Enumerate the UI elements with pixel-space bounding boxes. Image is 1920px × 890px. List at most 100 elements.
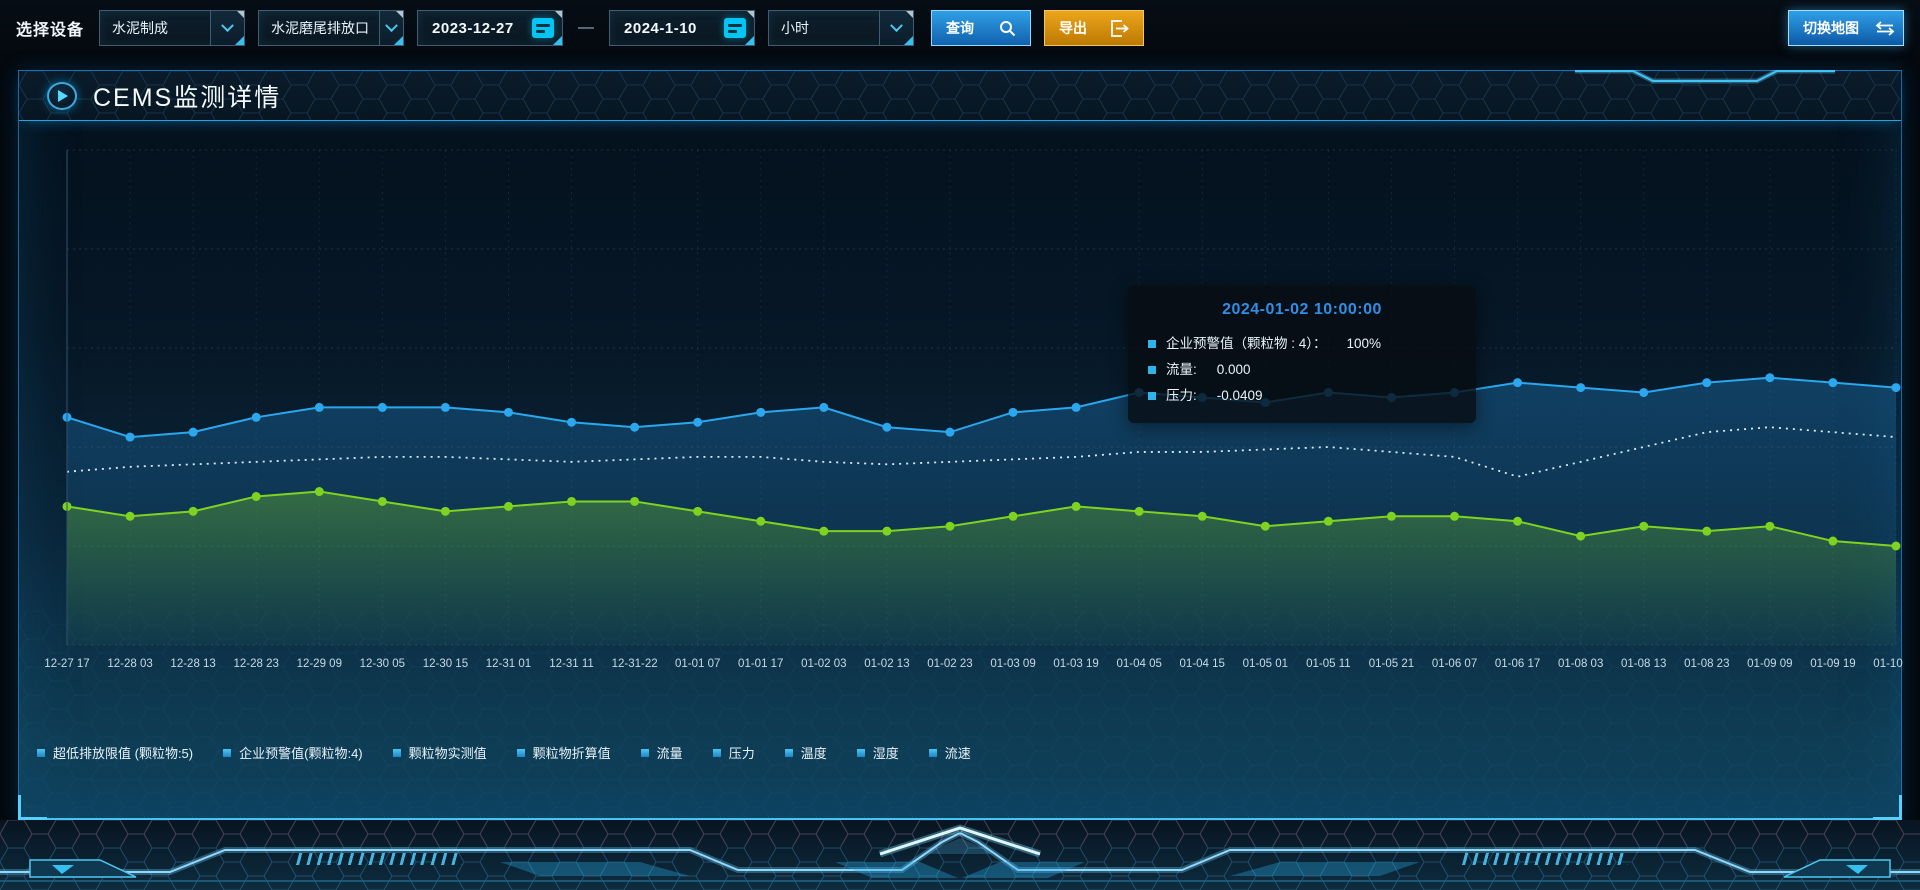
- date-to-value: 2024-1-10: [624, 19, 697, 37]
- x-axis-label: 12-30 05: [360, 658, 405, 670]
- tooltip-row: 流量: 0.000: [1148, 357, 1456, 383]
- legend-item[interactable]: 颗粒物折算值: [516, 743, 611, 762]
- tooltip-row: 企业预警值（颗粒物 : 4）： 100%: [1148, 331, 1456, 357]
- x-axis-label: 01-06 17: [1495, 658, 1540, 670]
- legend-marker-icon: [712, 748, 721, 757]
- legend-item[interactable]: 颗粒物实测值: [392, 743, 487, 762]
- chart-tooltip: 2024-01-02 10:00:00 企业预警值（颗粒物 : 4）： 100%…: [1128, 286, 1476, 423]
- legend-label: 温度: [800, 746, 827, 761]
- x-axis-label: 12-29 09: [297, 658, 342, 670]
- calendar-icon: [532, 18, 555, 38]
- legend-label: 企业预警值(颗粒物:4): [239, 746, 363, 761]
- interval-select-arrow[interactable]: [879, 11, 914, 45]
- panel-body: 12-27 17 12-28 03 12-28 13 12-28 23 12-29 09…: [19, 121, 1903, 819]
- legend-item[interactable]: 流速: [928, 743, 971, 762]
- query-button-label: 查询: [946, 20, 975, 36]
- tooltip-row-value: 0.000: [1216, 362, 1251, 377]
- date-from-calendar-button[interactable]: [524, 11, 562, 45]
- legend-item[interactable]: 企业预警值(颗粒物:4): [223, 743, 363, 762]
- legend-marker-icon: [856, 748, 865, 757]
- chevron-down-icon: [890, 18, 903, 32]
- line-chart[interactable]: 12-27 17 12-28 03 12-28 13 12-28 23 12-29 09…: [19, 121, 1903, 771]
- chevron-down-icon: [385, 18, 398, 32]
- date-from-picker[interactable]: 2023-12-27: [417, 10, 564, 46]
- x-axis-label: 01-08 03: [1558, 658, 1603, 670]
- export-button[interactable]: 导出: [1044, 10, 1145, 46]
- device-select-arrow[interactable]: [210, 11, 245, 45]
- legend-item[interactable]: 湿度: [856, 743, 899, 762]
- device-select-value: 水泥制成: [112, 20, 169, 36]
- switch-map-button[interactable]: 切换地图: [1788, 10, 1904, 46]
- legend-marker-icon: [928, 748, 937, 757]
- toolbar: 选择设备 水泥制成 水泥磨尾排放口 2023-12-27 — 2024-1-10…: [0, 0, 1920, 56]
- x-axis-label: 12-31-22: [612, 658, 658, 670]
- x-axis-label: 01-02 03: [801, 658, 846, 670]
- legend-label: 超低排放限值 (颗粒物:5): [53, 746, 194, 761]
- legend-marker-icon: [37, 748, 45, 757]
- x-axis-label: 01-08 13: [1621, 658, 1666, 670]
- cems-detail-panel: CEMS监测详情 12-27 17 12-28 03 12-28 13 12-28 2…: [18, 70, 1903, 820]
- x-axis-label: 01-03 19: [1053, 658, 1098, 670]
- legend-item[interactable]: 温度: [784, 743, 827, 762]
- footer-decoration: [0, 820, 1920, 890]
- outlet-select-value: 水泥磨尾排放口: [271, 20, 370, 36]
- calendar-icon: [724, 18, 747, 38]
- legend-item[interactable]: 超低排放限值 (颗粒物:5): [37, 743, 193, 762]
- x-axis-label: 12-31 01: [486, 658, 531, 670]
- legend-marker-icon: [640, 748, 649, 757]
- legend-marker-icon: [392, 748, 401, 757]
- tooltip-row-label: 企业预警值（颗粒物 : 4）：: [1166, 336, 1327, 351]
- panel-header: CEMS监测详情: [19, 70, 1901, 121]
- x-axis-label: 01-03 09: [990, 658, 1035, 670]
- x-axis-label: 01-05 01: [1243, 658, 1288, 670]
- x-axis-label: 01-04 05: [1116, 658, 1161, 670]
- legend-item[interactable]: 压力: [712, 743, 755, 762]
- x-axis-label: 01-01 17: [738, 658, 783, 670]
- x-axis-label: 12-27 17: [44, 658, 89, 670]
- x-axis-label: 01-09 19: [1810, 658, 1855, 670]
- series-marker-icon: [1148, 340, 1156, 348]
- play-icon[interactable]: [47, 81, 77, 110]
- legend-marker-icon: [223, 748, 232, 757]
- date-to-picker[interactable]: 2024-1-10: [609, 10, 756, 46]
- x-axis-label: 01-10 05: [1873, 658, 1903, 670]
- x-axis-label: 01-08 23: [1684, 658, 1729, 670]
- legend-marker-icon: [784, 748, 793, 757]
- tooltip-row-value: -0.0409: [1216, 388, 1263, 403]
- chart-legend: 超低排放限值 (颗粒物:5) 企业预警值(颗粒物:4) 颗粒物实测值 颗粒物折算值 流量…: [37, 743, 971, 762]
- search-icon: [1000, 20, 1016, 36]
- tooltip-row: 压力: -0.0409: [1148, 383, 1456, 409]
- x-axis-labels: 12-27 17 12-28 03 12-28 13 12-28 23 12-29 09…: [44, 658, 1903, 670]
- x-axis-label: 12-28 23: [234, 658, 279, 670]
- legend-label: 颗粒物折算值: [532, 746, 611, 761]
- interval-select[interactable]: 小时: [768, 10, 915, 46]
- x-axis-label: 01-02 13: [864, 658, 909, 670]
- x-axis-label: 01-05 21: [1369, 658, 1414, 670]
- export-icon: [1111, 19, 1129, 37]
- date-to-calendar-button[interactable]: [716, 11, 754, 45]
- x-axis-label: 12-30 15: [423, 658, 468, 670]
- x-axis-label: 12-31 11: [549, 658, 594, 670]
- series-marker-icon: [1148, 366, 1156, 374]
- series-line-green-solid-markers: [62, 487, 1901, 645]
- device-select-label: 选择设备: [16, 22, 85, 39]
- header-notch-decoration: [1575, 70, 1835, 84]
- export-button-label: 导出: [1059, 20, 1088, 36]
- x-axis-label: 01-06 07: [1432, 658, 1477, 670]
- outlet-select-arrow[interactable]: [379, 11, 404, 45]
- x-axis-label: 01-04 15: [1180, 658, 1225, 670]
- footer-hatch-left: [292, 853, 462, 865]
- query-button[interactable]: 查询: [931, 10, 1032, 46]
- x-axis-label: 01-09 09: [1747, 658, 1792, 670]
- tooltip-row-label: 流量:: [1166, 362, 1197, 377]
- tooltip-row-value: 100%: [1346, 336, 1382, 351]
- x-axis-label: 01-05 11: [1306, 658, 1351, 670]
- legend-item[interactable]: 流量: [640, 743, 683, 762]
- x-axis-label: 01-02 23: [927, 658, 972, 670]
- swap-arrows-icon: [1875, 20, 1895, 36]
- x-axis-label: 01-01 07: [675, 658, 720, 670]
- panel-title: CEMS监测详情: [93, 83, 282, 112]
- outlet-select[interactable]: 水泥磨尾排放口: [258, 10, 405, 46]
- legend-label: 压力: [728, 746, 755, 761]
- device-select[interactable]: 水泥制成: [99, 10, 246, 46]
